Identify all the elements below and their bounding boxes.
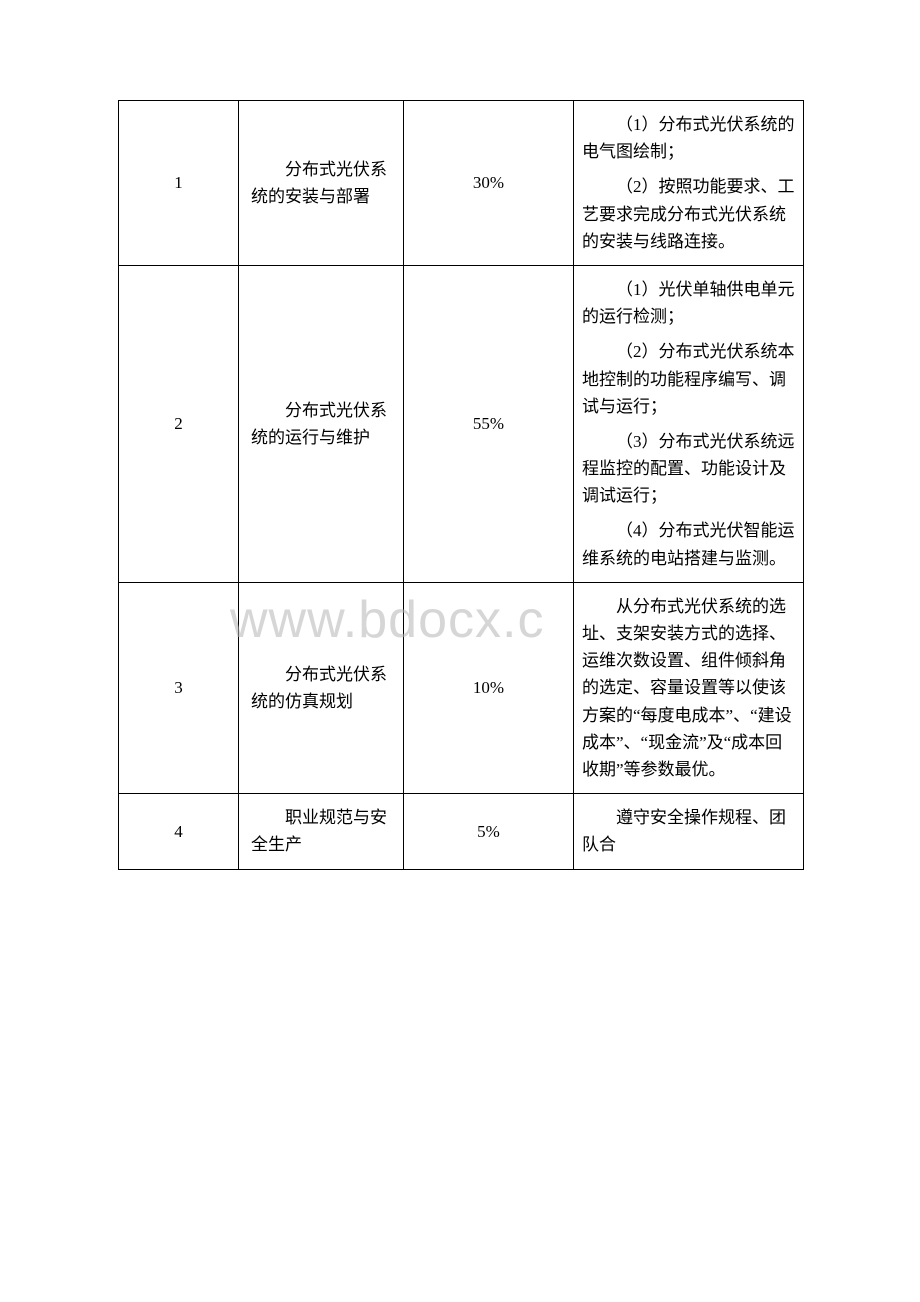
row-detail: （1）分布式光伏系统的电气图绘制； （2）按照功能要求、工艺要求完成分布式光伏系… [574,101,804,266]
row-name: 分布式光伏系统的运行与维护 [239,265,404,582]
table-row: 4 职业规范与安全生产 5% 遵守安全操作规程、团队合 [119,794,804,869]
detail-item: 遵守安全操作规程、团队合 [582,804,795,858]
row-percent: 5% [404,794,574,869]
detail-item: （2）分布式光伏系统本地控制的功能程序编写、调试与运行； [582,338,795,420]
scoring-table-container: 1 分布式光伏系统的安装与部署 30% （1）分布式光伏系统的电气图绘制； （2… [118,100,803,870]
detail-item: （3）分布式光伏系统远程监控的配置、功能设计及调试运行； [582,428,795,510]
row-name: 分布式光伏系统的仿真规划 [239,582,404,793]
table-row: 3 分布式光伏系统的仿真规划 10% 从分布式光伏系统的选址、支架安装方式的选择… [119,582,804,793]
row-percent: 55% [404,265,574,582]
scoring-table: 1 分布式光伏系统的安装与部署 30% （1）分布式光伏系统的电气图绘制； （2… [118,100,804,870]
detail-item: （1）分布式光伏系统的电气图绘制； [582,111,795,165]
row-percent: 30% [404,101,574,266]
row-percent: 10% [404,582,574,793]
table-row: 1 分布式光伏系统的安装与部署 30% （1）分布式光伏系统的电气图绘制； （2… [119,101,804,266]
detail-item: 从分布式光伏系统的选址、支架安装方式的选择、运维次数设置、组件倾斜角的选定、容量… [582,593,795,783]
row-number: 1 [119,101,239,266]
row-number: 3 [119,582,239,793]
row-detail: （1）光伏单轴供电单元的运行检测； （2）分布式光伏系统本地控制的功能程序编写、… [574,265,804,582]
row-name: 分布式光伏系统的安装与部署 [239,101,404,266]
row-name-text: 分布式光伏系统的仿真规划 [251,661,395,715]
detail-item: （1）光伏单轴供电单元的运行检测； [582,276,795,330]
row-name-text: 职业规范与安全生产 [251,804,395,858]
row-number: 2 [119,265,239,582]
row-name: 职业规范与安全生产 [239,794,404,869]
detail-item: （2）按照功能要求、工艺要求完成分布式光伏系统的安装与线路连接。 [582,173,795,255]
table-row: 2 分布式光伏系统的运行与维护 55% （1）光伏单轴供电单元的运行检测； （2… [119,265,804,582]
row-name-text: 分布式光伏系统的运行与维护 [251,397,395,451]
detail-item: （4）分布式光伏智能运维系统的电站搭建与监测。 [582,517,795,571]
row-name-text: 分布式光伏系统的安装与部署 [251,156,395,210]
row-detail: 遵守安全操作规程、团队合 [574,794,804,869]
row-detail: 从分布式光伏系统的选址、支架安装方式的选择、运维次数设置、组件倾斜角的选定、容量… [574,582,804,793]
row-number: 4 [119,794,239,869]
